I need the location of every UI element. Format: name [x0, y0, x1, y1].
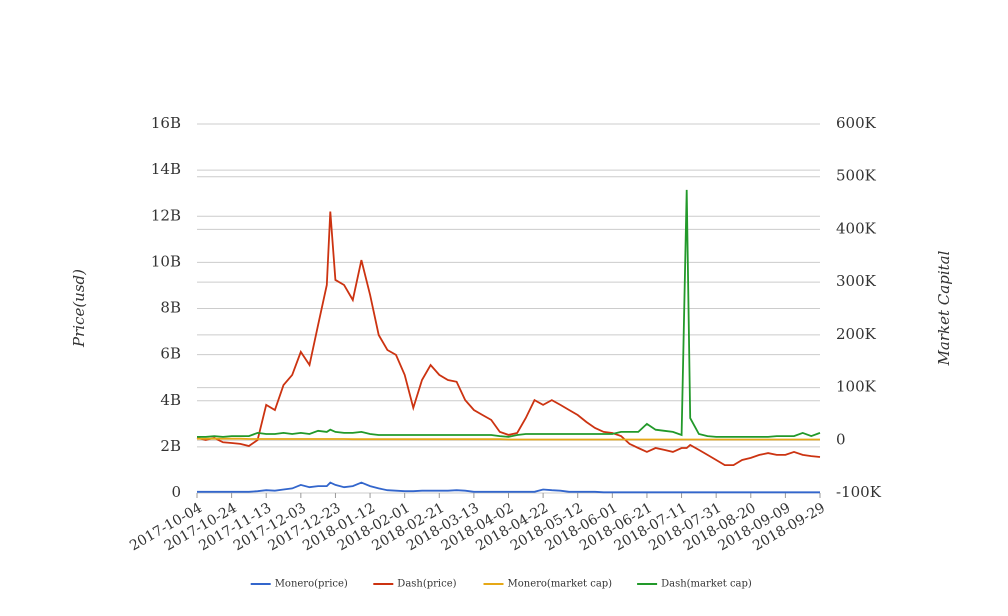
y-tick-label: 8B: [160, 299, 181, 317]
y2-tick-label: 0: [836, 430, 846, 448]
legend-label: Monero(market cap): [508, 579, 613, 590]
legend-label: Dash(price): [397, 579, 456, 590]
legend-label: Dash(market cap): [661, 579, 752, 590]
legend-label: Monero(price): [275, 579, 348, 590]
y-tick-label: 16B: [151, 114, 181, 132]
y-tick-label: 6B: [160, 345, 181, 363]
y2-tick-label: 300K: [836, 272, 877, 290]
y-axis-label: Price(usd): [70, 269, 88, 348]
y2-tick-label: 400K: [836, 219, 877, 237]
y-tick-label: 14B: [151, 160, 181, 178]
series-line: [197, 481, 820, 494]
y-tick-label: 2B: [160, 437, 181, 455]
series-line: [197, 437, 820, 441]
y2-tick-label: -100K: [836, 483, 882, 501]
y-tick-label: 12B: [151, 206, 181, 224]
y2-tick-label: 500K: [836, 167, 877, 185]
y2-tick-label: 600K: [836, 114, 877, 132]
series-line: [196, 211, 821, 466]
y2-axis-label: Market Capital: [935, 250, 953, 366]
y-tick-label: 10B: [151, 252, 181, 270]
y2-tick-label: 100K: [836, 378, 877, 396]
y-tick-label: 0: [171, 483, 181, 501]
series-line: [197, 189, 821, 438]
y-tick-label: 4B: [160, 391, 181, 409]
y2-tick-label: 200K: [836, 325, 877, 343]
